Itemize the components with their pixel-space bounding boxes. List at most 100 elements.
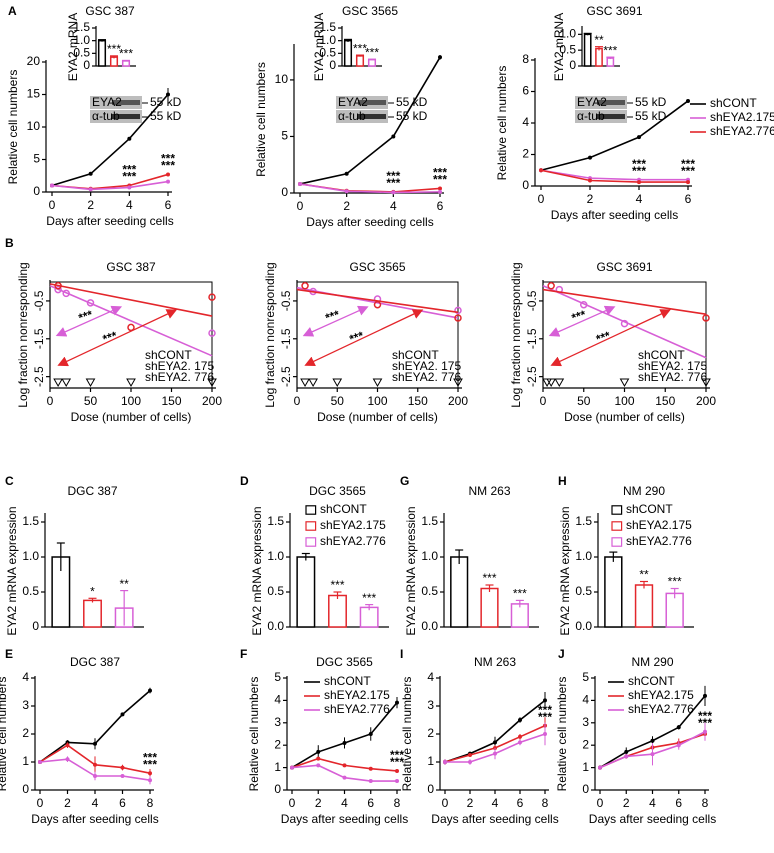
legend-label: shEYA2.175 [628,688,694,702]
y-tick-label: 0.5 [575,584,592,598]
y-tick-label: -2.5 [279,366,293,387]
blot-label: EYA2 [577,95,607,109]
y-tick-label: 5 [582,670,589,684]
y-tick-label: 1 [582,760,589,774]
bar [328,594,347,628]
x-tick-label: 2 [467,796,474,810]
y-tick-label: 0.5 [559,42,576,56]
significance: *** [570,307,588,325]
x-tick-label: 8 [394,796,401,810]
y-tick-label: 0 [582,782,589,796]
size-label: 55 kD [635,95,667,109]
y-tick-label: 1 [427,754,434,768]
chart-title: GSC 3565 [349,260,405,274]
point [208,329,216,337]
y-tick-label: 5 [33,152,40,166]
significance: *** [681,164,695,178]
bar [606,57,615,67]
chart-title: DGC 387 [70,655,120,669]
x-axis-label: Dose (number of cells) [564,410,685,424]
legend-label: shEYA2.175 [626,518,692,532]
y-tick-label: 0 [33,184,40,198]
significance: ** [594,33,604,47]
y-tick-label: -2.5 [32,366,46,387]
y-tick-label: -0.5 [32,290,46,311]
y-axis-label: EYA2 mRNA expression [558,506,572,635]
point [686,180,690,185]
line [51,93,169,187]
x-axis-label: Dose (number of cells) [317,410,438,424]
significance: *** [433,173,447,187]
y-tick-label: -1.5 [32,328,46,349]
y-tick-label: 4 [522,115,529,129]
y-tick-label: 4 [274,693,281,707]
chart-title: NM 290 [623,484,665,498]
legend-swatch [611,505,623,515]
blot-signal [358,100,386,105]
x-tick-label: 4 [92,796,99,810]
significance: *** [681,157,695,171]
significance: *** [119,47,133,61]
bar [359,606,379,628]
censored-point [372,378,383,388]
x-tick-label: 4 [492,796,499,810]
significance: *** [122,170,136,184]
point [438,189,442,194]
x-axis-label: Days after seeding cells [551,208,678,222]
y-tick-label: 8 [522,52,529,66]
y-tick-label: 0.5 [22,584,39,598]
legend-label: shEYA2.776 [628,702,694,716]
x-tick-label: 6 [367,796,374,810]
panel-label: I [400,647,403,661]
y-tick-label: 0.0 [267,619,284,633]
significance: *** [538,710,552,724]
blot-label: α-tub [92,109,120,123]
significance: *** [603,43,617,57]
significance: ** [119,577,129,591]
y-axis-label: Relative cell numbers [6,70,20,185]
fit-line [542,285,707,359]
size-label: 55 kD [150,109,182,123]
point [166,172,170,177]
y-tick-label: 1.0 [73,33,90,47]
y-tick-label: 0 [522,178,529,192]
y-tick-label: 3 [427,698,434,712]
fit-line [542,288,707,315]
significance: *** [390,748,404,762]
point [50,183,54,188]
panel-label: A [8,4,17,18]
x-tick-label: 200 [448,394,468,408]
chart-title: GSC 387 [85,4,135,18]
y-tick-label: 2 [522,147,529,161]
x-tick-label: 2 [623,796,630,810]
legend-label: shCONT [710,96,757,110]
censored-point [300,378,310,388]
blot-signal [112,100,140,105]
y-tick-label: 1.5 [73,20,90,34]
line [540,169,688,181]
y-tick-label: 4 [427,670,434,684]
y-axis-label: EYA2 mRNA [312,13,326,81]
y-tick-label: 1.0 [421,549,438,563]
censored-point [85,378,96,388]
significance: *** [433,166,447,180]
legend-label: shEYA2.175 [320,518,386,532]
fit-line [49,283,213,317]
y-tick-label: 0 [569,58,576,72]
x-tick-label: 50 [84,394,98,408]
chart-title: DGC 387 [67,484,117,498]
y-tick-label: -1.5 [525,328,539,349]
y-tick-label: 0 [32,619,39,633]
significance: *** [386,169,400,183]
legend-label: shEYA2.175 [324,688,390,702]
panel-label: H [558,474,567,488]
panel-label: G [400,474,409,488]
bar [83,599,102,628]
line [540,100,689,172]
x-tick-label: 6 [119,796,126,810]
x-tick-label: 2 [587,192,594,206]
point [301,282,309,290]
y-tick-label: 3 [274,715,281,729]
y-tick-label: 0.5 [421,584,438,598]
y-axis-label: EYA2 mRNA [552,13,566,81]
